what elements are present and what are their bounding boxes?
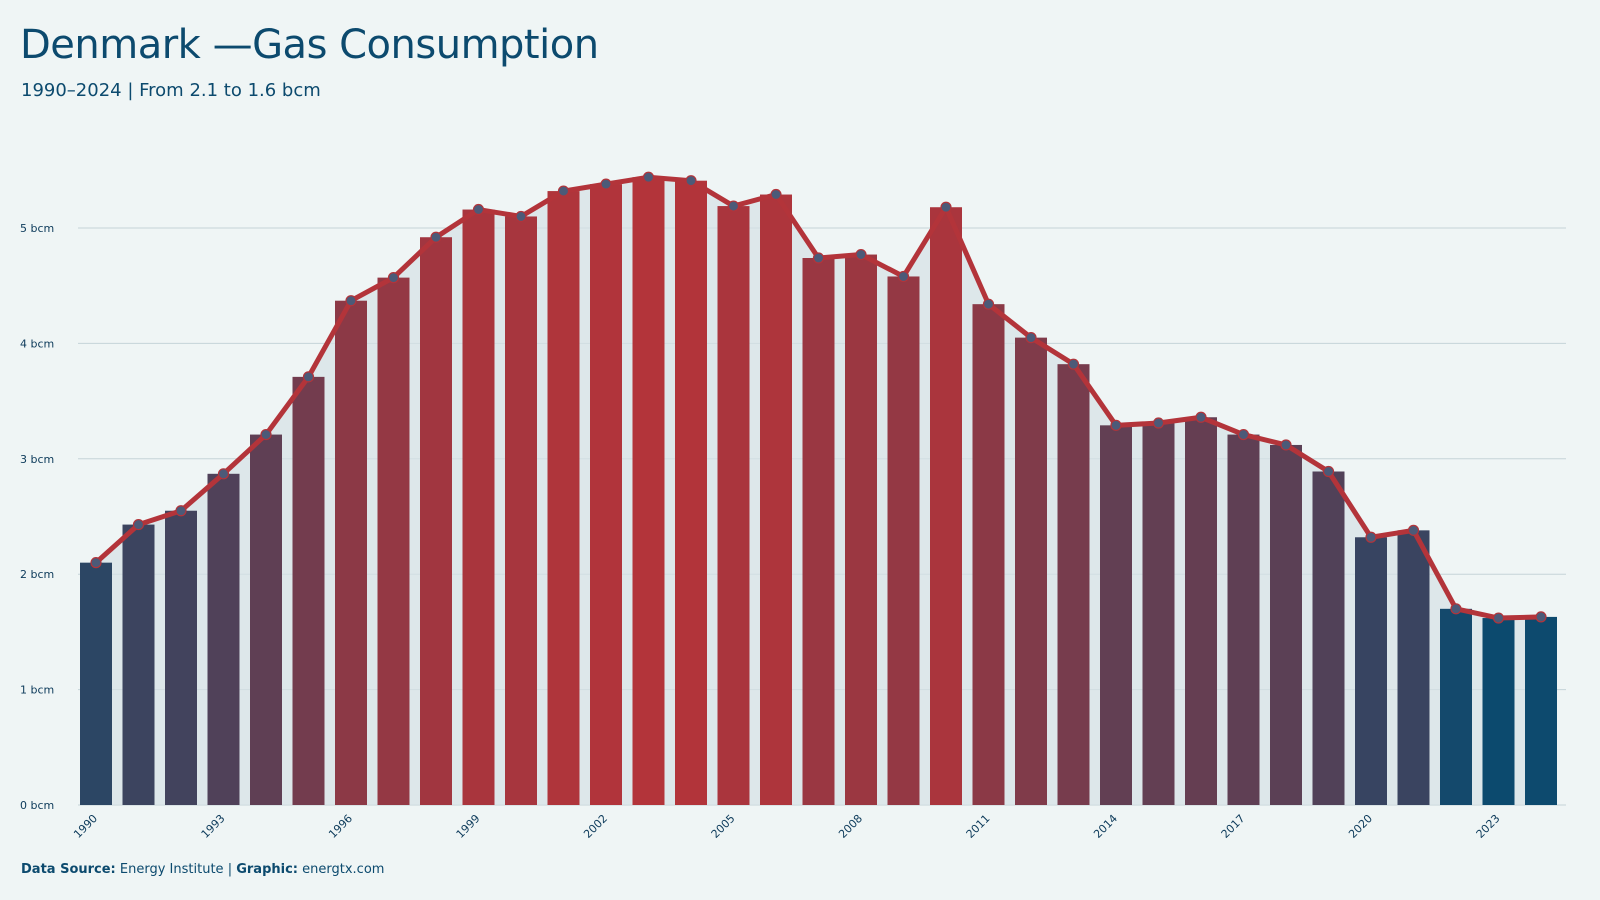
bar-1991	[122, 524, 155, 805]
bar-2012	[1015, 337, 1047, 805]
graphic-label: Graphic:	[236, 862, 298, 877]
point-2006	[770, 188, 782, 201]
bar-1999	[462, 209, 495, 805]
bar-2013	[1057, 364, 1090, 805]
bar-1992	[165, 510, 197, 805]
x-tick-label: 2014	[1091, 812, 1120, 841]
point-1993	[217, 468, 230, 480]
footer-separator: |	[227, 862, 233, 877]
x-tick-label: 2008	[836, 812, 865, 841]
point-2002	[600, 178, 612, 190]
point-2004	[685, 175, 697, 187]
bar-2018	[1270, 444, 1302, 805]
chart-title: Denmark —Gas Consumption	[20, 22, 599, 68]
point-1999	[472, 203, 485, 216]
point-1997	[387, 272, 400, 284]
x-tick-label: 1999	[454, 812, 483, 841]
bar-1995	[292, 376, 325, 805]
point-2015	[1152, 417, 1165, 429]
bar-2008	[845, 254, 877, 806]
point-2000	[515, 210, 527, 223]
point-2021	[1407, 524, 1420, 536]
bar-2000	[505, 216, 537, 805]
point-2012	[1025, 332, 1037, 344]
x-tick-label: 2002	[581, 812, 610, 841]
point-2017	[1237, 428, 1250, 441]
bar-2007	[802, 258, 835, 805]
footer-credits: Data Source: Energy Institute | Graphic:…	[21, 862, 384, 877]
y-tick-label: 1 bcm	[20, 684, 54, 697]
y-tick-label: 4 bcm	[20, 337, 54, 350]
y-tick-label: 0 bcm	[20, 799, 54, 812]
point-2019	[1322, 465, 1335, 478]
point-2005	[727, 200, 740, 212]
bar-2022	[1440, 608, 1472, 805]
point-2020	[1365, 531, 1377, 543]
point-2014	[1110, 419, 1122, 431]
bar-2002	[590, 184, 622, 805]
bar-2009	[887, 276, 920, 805]
x-tick-label: 2020	[1346, 812, 1375, 841]
y-tick-label: 3 bcm	[20, 453, 54, 466]
source-label: Data Source:	[21, 862, 116, 877]
point-1994	[260, 428, 272, 441]
x-tick-label: 1990	[71, 812, 100, 841]
bar-2015	[1142, 423, 1175, 805]
point-2009	[897, 270, 910, 283]
point-2018	[1280, 439, 1292, 451]
bar-1996	[335, 300, 367, 805]
point-2011	[982, 298, 995, 310]
point-1990	[90, 557, 102, 569]
point-2003	[642, 171, 655, 183]
source-value: Energy Institute	[119, 862, 224, 877]
point-2010	[940, 201, 952, 213]
point-1996	[345, 295, 357, 307]
point-2008	[855, 248, 867, 261]
point-2016	[1195, 411, 1207, 423]
y-tick-label: 5 bcm	[20, 222, 54, 235]
bar-2016	[1185, 417, 1217, 805]
bar-1990	[80, 562, 112, 805]
x-tick-label: 2005	[709, 812, 738, 841]
point-1992	[175, 505, 187, 517]
bar-1997	[377, 277, 410, 805]
graphic-value: energtx.com	[302, 862, 385, 877]
bar-2019	[1312, 471, 1345, 805]
bar-2023	[1482, 618, 1515, 805]
bar-2017	[1227, 434, 1260, 805]
x-tick-label: 2023	[1474, 812, 1503, 841]
point-2013	[1067, 358, 1080, 370]
point-2022	[1450, 603, 1462, 615]
bar-1993	[207, 473, 240, 805]
point-2001	[557, 185, 570, 197]
bar-2021	[1397, 530, 1430, 805]
x-tick-label: 2017	[1219, 812, 1248, 841]
bar-2011	[972, 304, 1005, 805]
point-2023	[1492, 612, 1505, 624]
bar-2003	[632, 177, 665, 805]
bar-2014	[1100, 425, 1132, 805]
point-2007	[812, 252, 825, 264]
point-1991	[132, 518, 145, 531]
chart-subtitle: 1990–2024 | From 2.1 to 1.6 bcm	[21, 80, 321, 101]
x-tick-label: 1993	[199, 812, 228, 841]
point-1998	[430, 231, 442, 243]
point-1995	[302, 371, 315, 383]
bar-2024	[1525, 616, 1557, 805]
bar-2020	[1355, 537, 1387, 805]
bar-2010	[930, 207, 962, 805]
point-2024	[1535, 611, 1547, 623]
x-tick-label: 2011	[964, 812, 993, 841]
bar-2005	[717, 206, 750, 806]
bar-1998	[420, 237, 452, 805]
bar-1994	[250, 434, 282, 805]
bar-2004	[675, 180, 707, 805]
y-tick-label: 2 bcm	[20, 568, 54, 581]
x-tick-label: 1996	[326, 812, 355, 841]
bar-2001	[547, 191, 580, 805]
bar-2006	[760, 194, 792, 805]
